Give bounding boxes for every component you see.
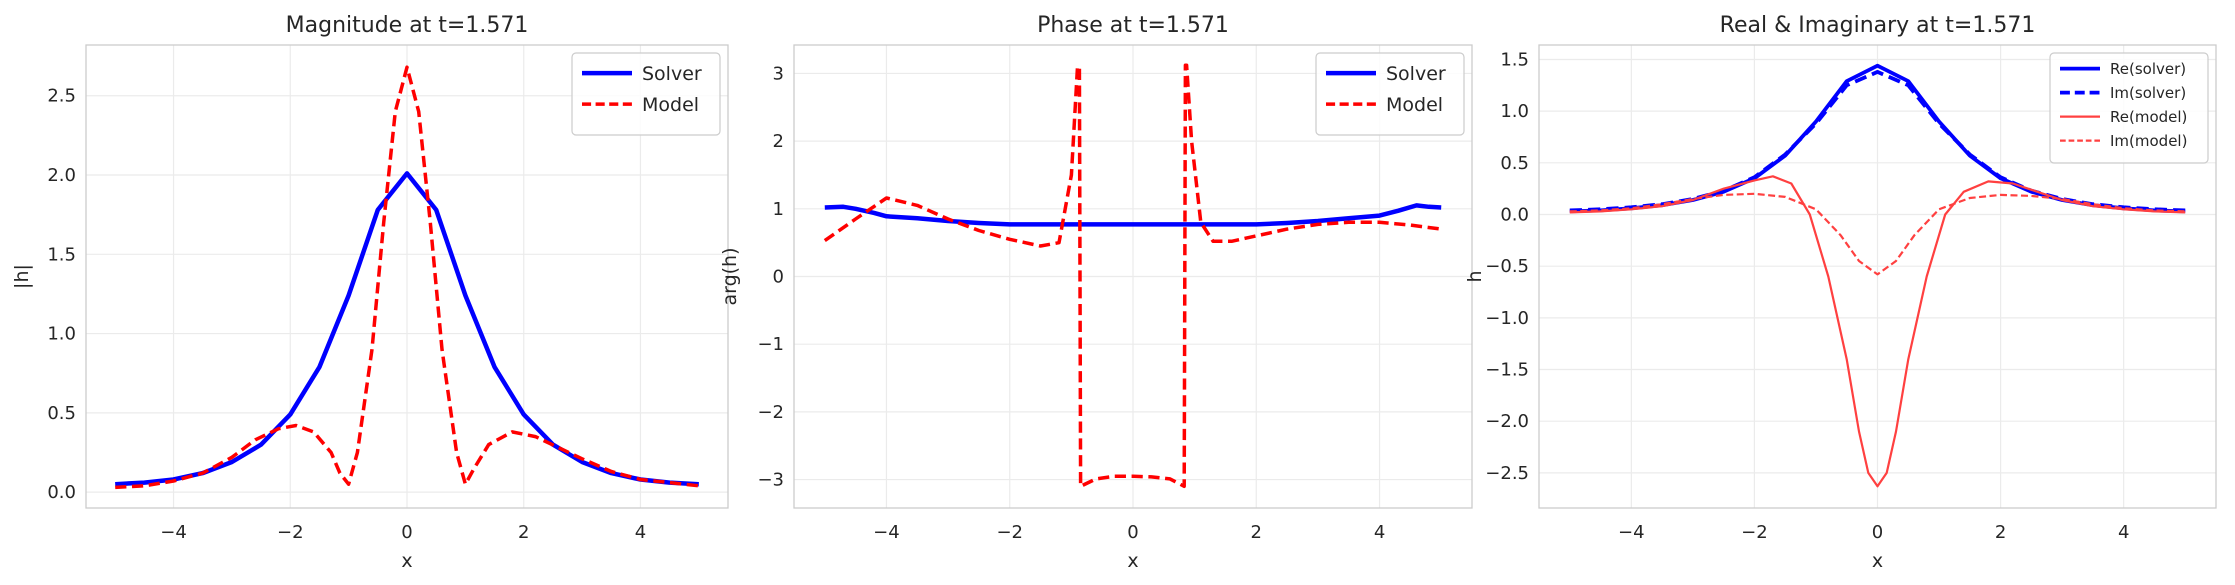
- plot-frame: [793, 44, 1473, 509]
- series-line-solver: [115, 171, 699, 487]
- x-axis-label: x: [401, 550, 412, 572]
- y-tick-label: −1: [757, 334, 784, 355]
- x-tick-label: 2: [1995, 522, 2006, 543]
- series-line-model: [115, 65, 699, 490]
- y-tick-label: 1: [773, 199, 784, 220]
- y-tick-label: −2: [757, 402, 784, 423]
- x-axis-label: x: [1127, 550, 1138, 572]
- y-tick-label: 0.0: [1500, 204, 1529, 225]
- legend-label: Solver: [642, 63, 702, 85]
- plot-frame: [85, 44, 729, 509]
- y-tick-label: 2.5: [47, 86, 76, 107]
- legend: Solver Model: [571, 52, 721, 136]
- series-line-re-model-: [1569, 175, 2186, 488]
- x-tick-label: 4: [2118, 522, 2129, 543]
- legend: Solver Model: [1315, 52, 1465, 136]
- y-tick-label: −2.5: [1485, 463, 1529, 484]
- y-axis-label: arg(h): [719, 247, 741, 305]
- x-tick-label: 0: [1127, 522, 1138, 543]
- y-tick-label: 2: [773, 131, 784, 152]
- y-tick-label: −3: [757, 470, 784, 491]
- x-tick-label: −4: [873, 522, 900, 543]
- legend-label: Model: [1386, 94, 1443, 116]
- chart-title: Magnitude at t=1.571: [286, 13, 529, 38]
- y-tick-label: −1.5: [1485, 360, 1529, 381]
- x-tick-label: 0: [1872, 522, 1883, 543]
- y-tick-label: 0.5: [47, 403, 76, 424]
- x-tick-label: −4: [1618, 522, 1645, 543]
- y-tick-label: −2.0: [1485, 411, 1529, 432]
- y-tick-label: 1.5: [47, 244, 76, 265]
- y-axis-label: |h|: [11, 264, 33, 289]
- x-tick-label: 0: [401, 522, 412, 543]
- y-tick-label: 3: [773, 63, 784, 84]
- x-axis-label: x: [1872, 550, 1883, 572]
- legend-label: Im(solver): [2110, 84, 2186, 102]
- chart-title: Phase at t=1.571: [1037, 13, 1229, 38]
- series-line-model: [823, 63, 1442, 489]
- legend-label: Model: [642, 94, 699, 116]
- y-tick-label: 0.0: [47, 482, 76, 503]
- x-tick-label: −2: [996, 522, 1023, 543]
- legend-label: Im(model): [2110, 132, 2187, 150]
- y-tick-label: 0.5: [1500, 153, 1529, 174]
- x-tick-label: 2: [518, 522, 529, 543]
- y-axis-label: h: [1464, 270, 1486, 282]
- legend-label: Re(model): [2110, 108, 2187, 126]
- y-tick-label: −1.0: [1485, 308, 1529, 329]
- legend-label: Solver: [1386, 63, 1446, 85]
- y-tick-label: −0.5: [1485, 256, 1529, 277]
- x-tick-label: 4: [1374, 522, 1385, 543]
- legend-box: [2049, 52, 2209, 164]
- chart-title: Real & Imaginary at t=1.571: [1720, 13, 2036, 38]
- y-tick-label: 1.0: [1500, 101, 1529, 122]
- y-tick-label: 0: [773, 267, 784, 288]
- x-tick-label: 2: [1251, 522, 1262, 543]
- x-tick-label: −2: [1741, 522, 1768, 543]
- legend-label: Re(solver): [2110, 60, 2186, 78]
- y-tick-label: 1.5: [1500, 49, 1529, 70]
- chart-1: −4 −2 0 2 4 0.0 0.5 1.0 1.5 2.0 2.5 Magnitude at t=…: [11, 13, 729, 572]
- series-line-im-solver-: [1569, 70, 2186, 213]
- y-tick-label: 1.0: [47, 324, 76, 345]
- series-line-im-model-: [1569, 192, 2186, 276]
- x-tick-label: −2: [277, 522, 304, 543]
- x-tick-label: −4: [160, 522, 187, 543]
- chart-2: −4 −2 0 2 4 −3 −2 −1 0 1 2 3 Phase at t=1.571 x arg(h)…: [719, 13, 1473, 572]
- chart-3: −4 −2 0 2 4 −2.5 −2.0 −1.5 −1.0 −0.5 0.0 0.5 1.0 1.5 R…: [1464, 13, 2217, 572]
- y-tick-label: 2.0: [47, 165, 76, 186]
- legend: Re(solver) Im(solver) Re(model) Im(model): [2049, 52, 2209, 164]
- plot-frame: [1538, 44, 2217, 509]
- x-tick-label: 4: [635, 522, 646, 543]
- series-line-solver: [824, 203, 1442, 227]
